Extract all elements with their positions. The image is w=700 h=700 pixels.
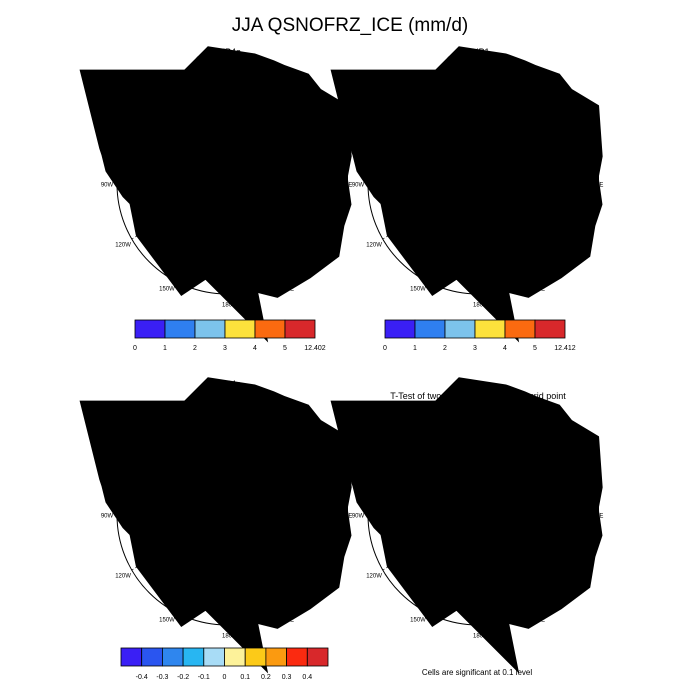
- colorbar-label: 0: [383, 345, 387, 352]
- colorbar-swatch: [224, 647, 246, 667]
- diff-colorbar: -0.4 -0.3 -0.2 -0.1 0 0.1 0.2 0.3 0.4: [120, 647, 329, 681]
- map-panel-diff: EXP4a- EXP1030E60E90E120E150E180150W120W…: [101, 379, 352, 640]
- map-panel-ttest: T-Test of two Case means at each grid po…: [352, 391, 603, 640]
- longitude-label: 120W: [366, 243, 382, 249]
- colorbar-label: 2: [443, 345, 447, 352]
- colorbar-label: 12.402: [304, 345, 326, 352]
- longitude-label: 180: [473, 634, 484, 640]
- colorbar-label: 1: [163, 345, 167, 352]
- longitude-label: 150W: [410, 286, 426, 292]
- colorbar-swatch: [120, 647, 143, 667]
- colorbar-label: -0.1: [198, 674, 210, 681]
- colorbar-label: -0.2: [177, 674, 189, 681]
- longitude-label: 180: [222, 303, 233, 309]
- longitude-label: 90W: [101, 514, 114, 520]
- longitude-label: 120W: [366, 574, 382, 580]
- antarctica-coastline: [401, 436, 547, 570]
- colorbar-label: 12.412: [554, 345, 576, 352]
- colorbar-label: 5: [533, 345, 537, 352]
- colorbar-label: 0: [133, 345, 137, 352]
- colorbar-swatch: [164, 319, 196, 339]
- colorbar-swatch: [182, 647, 205, 667]
- colorbar-swatch: [194, 319, 226, 339]
- longitude-label: 90W: [352, 514, 365, 520]
- colorbar-label: 4: [503, 345, 507, 352]
- figure-title: JJA QSNOFRZ_ICE (mm/d): [232, 15, 468, 36]
- longitude-label: 150W: [410, 617, 426, 623]
- map-panel-exp4a: EXP4a(yrs 1981-2010)030E60E90E120E150E18…: [101, 47, 352, 309]
- colorbar-label: 3: [473, 345, 477, 352]
- colorbar-swatch: [414, 319, 446, 339]
- map-panel-exp1: EXP1(yrs 1981-2010)030E60E90E120E150E180…: [352, 47, 603, 309]
- colorbar-swatch: [134, 319, 166, 339]
- colorbar-swatch: [384, 319, 416, 339]
- colorbar-swatch: [284, 319, 316, 339]
- colorbar-label: 5: [283, 345, 287, 352]
- colorbar-swatch: [224, 319, 256, 339]
- exp1-colorbar: 0 1 2 3 4 5 12.412: [383, 319, 576, 352]
- longitude-label: 150W: [159, 617, 175, 623]
- colorbar-swatch: [474, 319, 506, 339]
- colorbar-label: 4: [253, 345, 257, 352]
- colorbar-label: 1: [413, 345, 417, 352]
- colorbar-label: -0.3: [156, 674, 168, 681]
- colorbar-label: 0: [223, 674, 227, 681]
- colorbar-label: 3: [223, 345, 227, 352]
- colorbar-swatch: [161, 647, 184, 667]
- colorbar-label: -0.4: [136, 674, 148, 681]
- antarctica-coastline: [401, 105, 547, 239]
- longitude-label: 180: [222, 634, 233, 640]
- colorbar-swatch: [534, 319, 566, 339]
- longitude-label: 150W: [159, 286, 175, 292]
- longitude-label: 180: [473, 303, 484, 309]
- antarctica-coastline: [150, 436, 296, 570]
- colorbar-label: 0.4: [302, 674, 312, 681]
- longitude-label: 120W: [115, 574, 131, 580]
- longitude-label: 120W: [115, 243, 131, 249]
- colorbar-swatch: [203, 647, 225, 667]
- longitude-label: 90W: [101, 183, 114, 189]
- colorbar-swatch: [244, 647, 267, 667]
- colorbar-label: 0.3: [282, 674, 292, 681]
- colorbar-swatch: [265, 647, 287, 667]
- exp4a-colorbar: 0 1 2 3 4 5 12.402: [133, 319, 326, 352]
- colorbar-swatch: [254, 319, 286, 339]
- colorbar-swatch: [286, 647, 308, 667]
- colorbar-label: 0.1: [240, 674, 250, 681]
- significance-note: Cells are significant at 0.1 level: [422, 668, 533, 677]
- colorbar-swatch: [444, 319, 476, 339]
- colorbar-label: 0.2: [261, 674, 271, 681]
- colorbar-swatch: [141, 647, 163, 667]
- longitude-label: 90W: [352, 183, 365, 189]
- antarctica-coastline: [150, 105, 296, 239]
- colorbar-label: 2: [193, 345, 197, 352]
- colorbar-swatch: [504, 319, 536, 339]
- colorbar-swatch: [306, 647, 329, 667]
